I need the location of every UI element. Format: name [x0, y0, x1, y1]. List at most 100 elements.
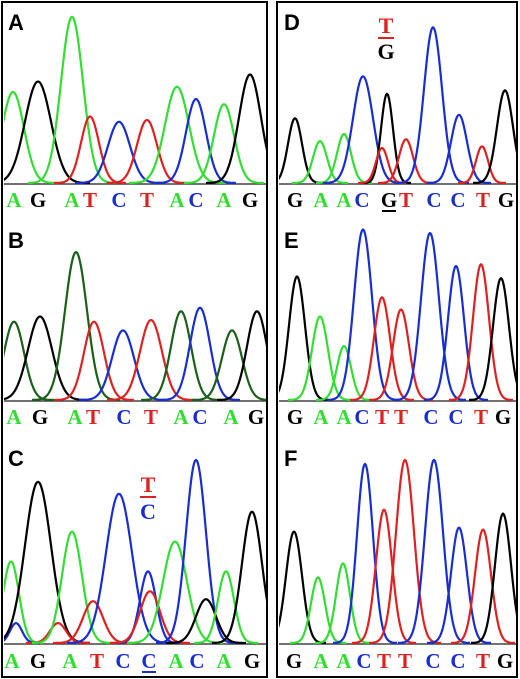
base-call: T [83, 188, 97, 212]
trace-peak [322, 75, 404, 185]
trace-peak [368, 308, 434, 402]
base-call: G [498, 188, 514, 212]
base-call: T [86, 405, 100, 429]
base-call: A [4, 649, 20, 673]
trace-group [279, 26, 516, 185]
trace-peak [193, 570, 259, 645]
trace-peak [396, 26, 470, 184]
base-call: G [242, 188, 258, 212]
panel-letter: A [8, 10, 24, 35]
trace-peak [155, 458, 237, 644]
panel-letter: C [8, 446, 24, 471]
base-call: C [354, 405, 369, 429]
trace-group [4, 251, 266, 402]
trace-peak [332, 462, 398, 644]
trace-peak [423, 264, 489, 402]
panel-c-note-top: T [141, 472, 156, 497]
panels-layer: AA G A T C T A C A GBA G A T C T A C A GCA G A T C C A C A GDG A A C G T… [4, 10, 516, 673]
base-call: T [476, 649, 490, 673]
trace-peak [393, 231, 467, 401]
trace-peak [4, 90, 58, 185]
panel-d-note-top: T [379, 13, 394, 38]
base-call: T [90, 649, 104, 673]
base-call: G [30, 649, 46, 673]
base-call: T [398, 649, 412, 673]
right-column-frame [276, 1, 518, 678]
base-call: C [448, 405, 463, 429]
base-call: A [336, 405, 352, 429]
base-call: T [474, 405, 488, 429]
trace-group [279, 458, 516, 645]
trace-peak [78, 329, 168, 402]
panel-b: BA G A T C T A C A G [4, 228, 266, 429]
base-call: T [377, 649, 391, 673]
base-call: A [313, 188, 329, 212]
trace-peak [472, 89, 516, 185]
trace-peak [155, 97, 237, 185]
panel-c-note-bottom: C [140, 499, 156, 524]
trace-peak [53, 115, 127, 185]
trace-peak [362, 92, 412, 185]
trace-peak [450, 528, 516, 645]
trace-peak [351, 508, 417, 645]
trace-peak [106, 318, 196, 402]
trace-group [4, 15, 266, 185]
trace-peak [31, 251, 121, 402]
trace-peak [191, 329, 266, 402]
trace-peak [4, 480, 91, 644]
base-call: A [168, 649, 184, 673]
trace-peak [66, 492, 172, 644]
base-call: A [216, 649, 232, 673]
panel-f: FG A A C T T C C T G [279, 446, 516, 673]
trace-peak [315, 132, 373, 185]
panel-letter: E [284, 228, 299, 253]
trace-peak [448, 263, 514, 402]
panel-d: DG A A C G T C C T G [279, 10, 516, 212]
base-call: G [495, 405, 511, 429]
base-call: C [356, 649, 371, 673]
trace-peak [470, 512, 516, 645]
trace-peak [368, 458, 442, 644]
base-call: A [313, 405, 329, 429]
panel-a: AA G A T C T A C A G [4, 10, 266, 212]
base-call: G [286, 649, 302, 673]
base-call: C [450, 649, 465, 673]
trace-peak [279, 275, 330, 402]
base-call: G [30, 188, 46, 212]
base-call: A [62, 649, 78, 673]
trace-peak [457, 145, 507, 185]
trace-peak [74, 120, 164, 185]
base-call: C [423, 405, 438, 429]
base-call: A [223, 405, 239, 429]
trace-peak [159, 306, 241, 402]
trace-peak [326, 228, 400, 401]
base-call: C [116, 405, 131, 429]
base-call: A [64, 188, 80, 212]
panel-c-annotation: T C [140, 472, 156, 524]
left-column-frame [1, 1, 268, 678]
panel-letter: F [284, 446, 297, 471]
base-call: A [336, 188, 352, 212]
trace-peak [183, 103, 265, 185]
base-call: G [244, 649, 260, 673]
base-call: C [111, 188, 126, 212]
base-call: C [450, 188, 465, 212]
base-call: A [6, 188, 22, 212]
trace-peak [291, 139, 349, 185]
base-call: G [381, 188, 397, 212]
base-call: C [426, 188, 441, 212]
base-call: T [399, 188, 413, 212]
base-call: C [192, 405, 207, 429]
base-call: A [216, 188, 232, 212]
trace-peak [4, 320, 55, 402]
trace-peak [468, 277, 516, 402]
base-call: C [141, 649, 156, 673]
base-call: C [354, 188, 369, 212]
base-call: C [425, 649, 440, 673]
trace-peak [211, 510, 266, 645]
trace-peak [314, 562, 372, 645]
panel-letter: D [284, 10, 300, 35]
base-call: T [144, 405, 158, 429]
trace-peak [205, 73, 266, 185]
trace-peak [287, 315, 353, 402]
